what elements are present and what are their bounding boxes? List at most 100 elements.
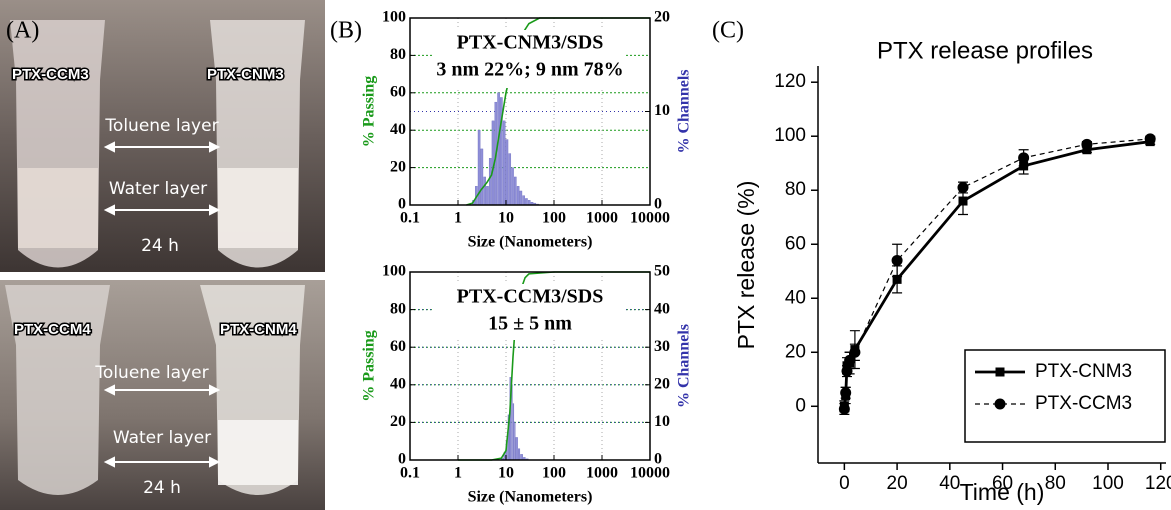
y-axis-label: % Passing xyxy=(361,76,378,148)
y-tick-label: 100 xyxy=(774,125,806,146)
plot-frame xyxy=(409,271,651,461)
y-tick-label: 60 xyxy=(390,338,406,355)
x-tick-label: 120 xyxy=(1145,473,1171,494)
y2-tick-label: 10 xyxy=(654,102,670,119)
x-tick-label: 10 xyxy=(498,465,514,482)
y-tick-label: 40 xyxy=(390,121,406,138)
y-tick-label: 80 xyxy=(390,300,406,317)
y2-tick-label: 10 xyxy=(654,413,670,430)
x-axis-label: Size (Nanometers) xyxy=(468,489,593,506)
layer-label: Water layer xyxy=(113,428,211,448)
histogram-bar xyxy=(511,167,514,206)
x-tick-label: 0.1 xyxy=(400,465,420,482)
histogram-bar xyxy=(522,195,525,206)
layer-label: Toluene layer xyxy=(104,116,218,136)
arrows xyxy=(103,141,221,468)
time-label: 24 h xyxy=(143,478,181,498)
x-tick-label: 1 xyxy=(454,465,462,482)
y2-axis-label: % Channels xyxy=(676,324,693,408)
histogram-bar xyxy=(486,186,489,206)
legend-label: PTX-CCM3 xyxy=(1035,393,1132,414)
legend-marker xyxy=(994,398,1006,410)
y-tick-label: 0 xyxy=(398,196,406,213)
chart-subtitle: 15 ± 5 nm xyxy=(488,313,572,335)
marker xyxy=(849,346,861,358)
marker xyxy=(844,354,856,366)
histogram-bar xyxy=(483,176,486,206)
layer-label: Toluene layer xyxy=(94,363,208,383)
sample-label: PTX-CCM3 xyxy=(12,66,89,83)
y-tick-label: 20 xyxy=(785,341,806,362)
title-box xyxy=(434,284,626,340)
y-tick-label: 100 xyxy=(382,9,406,26)
y-tick-label: 40 xyxy=(785,287,806,308)
histogram-bar xyxy=(505,139,509,206)
y-axis-label: PTX release (%) xyxy=(733,181,759,350)
x-tick-label: 80 xyxy=(1045,473,1066,494)
x-tick-label: 20 xyxy=(887,473,908,494)
y2-tick-label: 40 xyxy=(654,300,670,317)
x-tick-label: 0.1 xyxy=(400,210,420,227)
x-tick-label: 1 xyxy=(454,210,462,227)
x-axis-label: Size (Nanometers) xyxy=(468,234,593,251)
panel-label: (B) xyxy=(330,18,362,44)
sample-label: PTX-CNM4 xyxy=(220,321,297,338)
photo-panel: (A) PTX-CCM3 PTX-CNM3 Toluene layer Wate… xyxy=(0,0,325,510)
y-tick-label: 100 xyxy=(382,263,406,280)
y2-axis-label: % Channels xyxy=(676,69,693,153)
legend-box xyxy=(964,349,1166,443)
title-box xyxy=(434,30,626,88)
x-tick-label: 0 xyxy=(839,473,850,494)
chart-title: PTX release profiles xyxy=(877,37,1093,64)
x-tick-label: 10 xyxy=(498,210,514,227)
y2-tick-label: 20 xyxy=(654,375,670,392)
histogram-bar xyxy=(516,186,520,206)
marker xyxy=(838,403,850,415)
cumulative-line xyxy=(466,17,650,206)
histogram-bar xyxy=(508,153,512,206)
time-label: 24 h xyxy=(141,236,179,256)
water-layer xyxy=(18,168,98,248)
y-tick-label: 20 xyxy=(390,158,406,175)
histogram-bar xyxy=(511,384,513,461)
marker xyxy=(957,182,969,194)
x-tick-label: 1000 xyxy=(586,210,618,227)
y-tick-label: 80 xyxy=(390,46,406,63)
histogram-bar xyxy=(519,190,523,206)
x-tick-label: 100 xyxy=(542,465,566,482)
histogram-bar xyxy=(480,148,484,206)
y-tick-label: 20 xyxy=(390,413,406,430)
marker xyxy=(1018,152,1030,164)
y-tick-label: 60 xyxy=(785,233,806,254)
marker xyxy=(1144,133,1156,145)
panel-label: (C) xyxy=(712,18,744,44)
sample-label: PTX-CNM3 xyxy=(207,66,284,83)
histogram-bar xyxy=(514,422,516,461)
tube xyxy=(5,285,110,495)
histogram-bar xyxy=(514,176,517,206)
x-tick-label: 1000 xyxy=(586,465,618,482)
y-tick-label: 120 xyxy=(774,71,806,92)
histogram-bar xyxy=(520,454,523,461)
water-layer xyxy=(218,420,298,485)
y-tick-label: 60 xyxy=(390,83,406,100)
x-axis-label: Time (h) xyxy=(960,479,1045,505)
y2-tick-label: 0 xyxy=(654,451,662,468)
marker xyxy=(891,254,903,266)
legend-label: PTX-CNM3 xyxy=(1035,361,1132,382)
histogram-bar xyxy=(497,92,500,206)
chart-subtitle: 3 nm 22%; 9 nm 78% xyxy=(436,59,623,81)
legend-marker xyxy=(995,367,1005,377)
y-tick-label: 0 xyxy=(795,395,806,416)
sample-label: PTX-CCM4 xyxy=(14,321,91,338)
x-tick-label: 10000 xyxy=(630,210,670,227)
y-tick-label: 40 xyxy=(390,375,406,392)
chart-title: PTX-CCM3/SDS xyxy=(457,286,604,308)
y2-tick-label: 0 xyxy=(654,196,662,213)
histogram-bar xyxy=(512,403,515,461)
x-tick-label: 40 xyxy=(939,473,960,494)
layer-label: Water layer xyxy=(109,179,207,199)
y2-tick-label: 20 xyxy=(654,9,670,26)
x-tick-label: 10000 xyxy=(630,465,670,482)
